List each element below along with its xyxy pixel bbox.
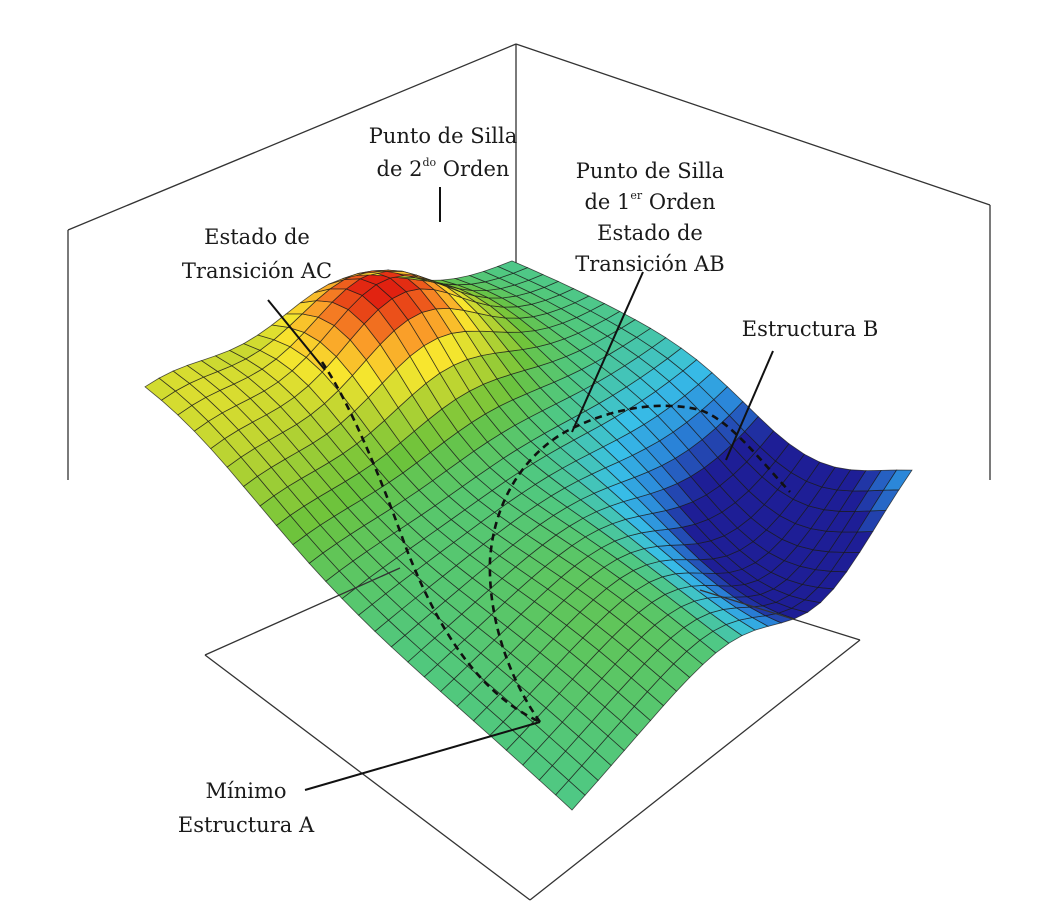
- plot-box-front: [204, 567, 861, 901]
- reaction-path-ab: [488, 404, 791, 723]
- surface-cell: [882, 469, 913, 491]
- surface-cell: [372, 269, 403, 272]
- leader-lines: [267, 187, 774, 791]
- label-minimum-a: Mínimo Estructura A: [178, 779, 315, 837]
- label-transition-ac: Estado de Transición AC: [182, 225, 332, 283]
- leader-transition-ac: [267, 299, 326, 371]
- label-first-order-saddle-line2: de 1er Orden: [584, 189, 715, 214]
- leader-structure-b: [725, 350, 774, 461]
- leader-minimum-a: [304, 721, 541, 791]
- label-first-order-saddle-line1: Punto de Silla: [576, 159, 725, 183]
- reaction-path-ac: [320, 361, 541, 724]
- label-first-order-saddle-line3: Estado de: [597, 221, 703, 245]
- label-second-order-saddle-line1: Punto de Silla: [369, 124, 518, 148]
- label-structure-b-line1: Estructura B: [742, 317, 879, 341]
- reaction-paths: [320, 361, 791, 724]
- surface-cell: [496, 260, 529, 274]
- label-first-order-saddle: Punto de Silla de 1er Orden Estado de Tr…: [575, 159, 725, 276]
- label-first-order-saddle-line4: Transición AB: [575, 252, 725, 276]
- label-transition-ac-line2: Transición AC: [182, 259, 332, 283]
- label-minimum-a-line1: Mínimo: [205, 779, 286, 803]
- label-structure-b: Estructura B: [742, 317, 879, 341]
- label-transition-ac-line1: Estado de: [204, 225, 310, 249]
- label-second-order-saddle-line2: de 2do Orden: [377, 156, 510, 181]
- leader-first-order-saddle: [571, 271, 644, 433]
- label-minimum-a-line2: Estructura A: [178, 813, 315, 837]
- energy-surface-mesh: [144, 260, 913, 811]
- label-second-order-saddle: Punto de Silla de 2do Orden: [369, 124, 518, 181]
